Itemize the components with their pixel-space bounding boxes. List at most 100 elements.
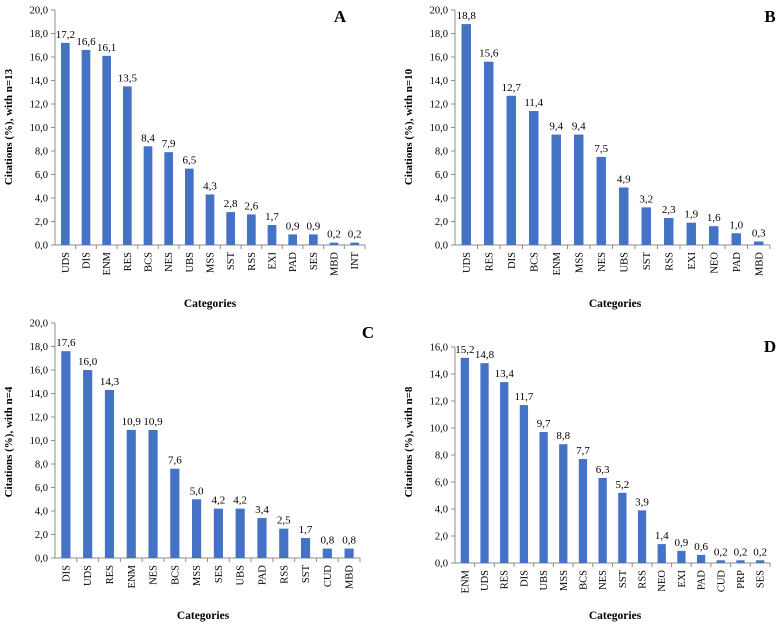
bar	[126, 429, 136, 558]
data-label: 4,9	[617, 173, 631, 185]
y-tick-label: 10,0	[30, 123, 48, 134]
data-label: 2,3	[662, 204, 676, 216]
data-label: 1,7	[265, 211, 279, 223]
data-label: 2,6	[244, 200, 258, 212]
y-tick-label: 12,0	[30, 413, 48, 424]
category-label: UBS	[185, 252, 196, 273]
bar	[461, 24, 471, 245]
y-tick-label: 4,0	[435, 505, 448, 516]
y-tick-label: 8,0	[35, 460, 48, 471]
bar	[104, 389, 115, 558]
category-label: RES	[484, 252, 495, 271]
data-label: 0,3	[752, 227, 766, 239]
panel-letter: D	[764, 337, 776, 356]
category-label: PAD	[257, 565, 268, 585]
x-axis-label: Categories	[589, 298, 642, 310]
bar	[143, 146, 153, 245]
bar	[578, 459, 588, 563]
category-label: SES	[214, 565, 225, 583]
data-label: 2,5	[277, 515, 291, 527]
bar	[736, 560, 745, 563]
y-tick-label: 6,0	[435, 170, 448, 181]
category-label: UDS	[61, 252, 72, 273]
data-label: 0,2	[327, 229, 341, 241]
bar	[539, 432, 548, 563]
category-label: PRP	[736, 570, 747, 589]
category-label: UBS	[236, 565, 247, 586]
y-tick-label: 6,0	[435, 478, 448, 489]
category-label: BCS	[144, 252, 155, 272]
bar	[226, 212, 236, 245]
bar	[213, 508, 223, 558]
data-label: 1,4	[655, 530, 669, 542]
y-tick-label: 18,0	[30, 29, 48, 40]
category-label: SST	[226, 251, 237, 270]
category-label: ENM	[127, 564, 138, 588]
category-label: DIS	[519, 570, 530, 587]
bar	[279, 528, 289, 558]
data-label: 0,6	[694, 541, 708, 553]
y-tick-label: 6,0	[35, 483, 48, 494]
data-label: 12,7	[502, 82, 522, 94]
x-axis-label: Categories	[184, 298, 237, 310]
bar	[559, 444, 568, 563]
y-tick-label: 12,0	[430, 397, 448, 408]
chart-panel-c: C Citations (%), with n=4 Categories 0,0…	[3, 319, 374, 623]
bar	[709, 226, 719, 245]
y-tick-label: 2,0	[35, 217, 48, 228]
data-label: 16,0	[78, 356, 98, 368]
data-label: 5,2	[615, 479, 629, 491]
y-tick-label: 12,0	[430, 100, 448, 111]
data-label: 17,2	[56, 29, 75, 41]
category-label: SST	[618, 569, 629, 588]
bar	[102, 55, 112, 246]
y-tick-label: 14,0	[30, 389, 48, 400]
y-tick-label: 20,0	[430, 6, 448, 17]
bar	[148, 429, 158, 558]
category-label: CUD	[323, 565, 334, 588]
y-tick-label: 8,0	[435, 147, 448, 158]
bar	[246, 214, 256, 245]
panel-letter: B	[764, 7, 775, 26]
bar	[731, 233, 741, 245]
x-axis-label: Categories	[177, 610, 230, 622]
y-tick-label: 0,0	[435, 559, 448, 570]
y-tick-label: 0,0	[35, 554, 48, 565]
category-label: MSS	[559, 570, 570, 591]
category-label: DIS	[82, 252, 93, 269]
data-label: 4,2	[212, 495, 226, 507]
data-label: 6,5	[182, 155, 196, 167]
category-label: UBS	[619, 252, 630, 273]
y-tick-label: 12,0	[30, 100, 48, 111]
bar	[754, 241, 764, 245]
y-tick-label: 8,0	[35, 147, 48, 158]
data-label: 10,9	[122, 416, 142, 428]
category-label: UBS	[539, 570, 550, 591]
bar	[60, 42, 70, 246]
category-label: SES	[756, 570, 767, 588]
bar	[677, 550, 686, 563]
data-label: 0,8	[320, 535, 334, 547]
data-label: 2,8	[224, 198, 238, 210]
bar	[205, 194, 215, 245]
y-axis-label: Citations (%), with n=4	[3, 386, 15, 497]
data-label: 13,5	[118, 72, 138, 84]
category-label: RSS	[247, 252, 258, 271]
panel-letter: A	[334, 7, 347, 26]
data-label: 5,0	[190, 485, 204, 497]
category-label: NEO	[709, 252, 720, 274]
data-label: 11,7	[514, 391, 533, 403]
data-label: 1,6	[707, 212, 721, 224]
data-label: 0,2	[348, 229, 362, 241]
bar	[696, 554, 706, 563]
bar	[81, 49, 91, 246]
category-label: NEO	[657, 570, 668, 592]
data-label: 0,9	[286, 220, 300, 232]
data-label: 14,8	[475, 349, 495, 361]
bar	[235, 508, 245, 558]
category-label: BCS	[170, 565, 181, 585]
y-tick-label: 16,0	[30, 366, 48, 377]
y-tick-label: 10,0	[430, 424, 448, 435]
y-axis-label: Citations (%), with n=10	[403, 68, 415, 185]
